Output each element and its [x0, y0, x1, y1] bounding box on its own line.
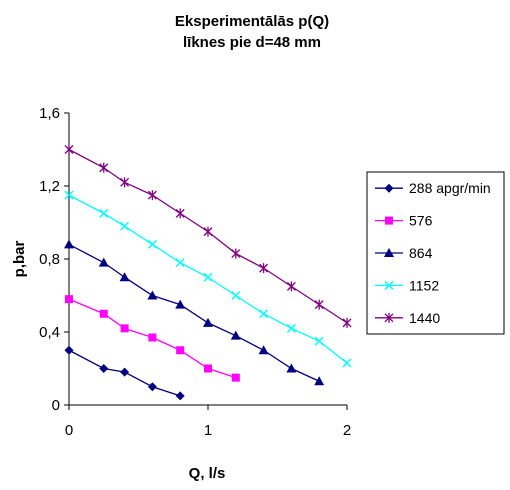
y-tick-label: 0,8 — [39, 251, 60, 268]
data-point — [120, 221, 130, 231]
data-point — [286, 281, 296, 292]
data-point — [342, 358, 352, 368]
data-point — [384, 312, 394, 323]
data-point — [314, 376, 325, 386]
series-layer — [64, 144, 352, 401]
y-tick-label: 1,6 — [39, 105, 60, 122]
x-axis-title: Q, l/s — [189, 465, 226, 482]
data-point — [64, 144, 74, 155]
data-point — [64, 190, 74, 200]
plot-area: 0 0,4 0,8 1,2 1,6 0 1 2 — [39, 105, 352, 439]
data-point — [176, 346, 185, 355]
data-point — [384, 248, 394, 257]
data-point — [203, 272, 213, 282]
data-point — [385, 216, 393, 225]
series-line — [68, 243, 320, 382]
data-point — [99, 162, 109, 173]
legend-label: 864 — [409, 245, 433, 261]
data-point — [120, 367, 130, 377]
data-point — [286, 323, 296, 333]
legend-entry: 288 apgr/min — [375, 180, 491, 196]
data-point — [147, 290, 158, 300]
legend-label: 1440 — [409, 310, 440, 326]
data-point — [175, 391, 185, 401]
data-point — [203, 317, 213, 327]
data-point — [203, 226, 213, 237]
legend: 288 apgr/min 576 864 1152 1440 — [366, 171, 505, 335]
y-tick-label: 0 — [52, 397, 60, 414]
legend-entry: 1440 — [375, 310, 440, 326]
data-point — [98, 257, 109, 267]
data-point — [175, 299, 186, 309]
data-point — [175, 258, 185, 268]
x-axis-ticks: 0 1 2 — [65, 405, 351, 439]
data-point — [147, 382, 157, 392]
x-tick-label: 1 — [204, 422, 212, 439]
legend-label: 1152 — [409, 277, 439, 293]
legend-label: 288 apgr/min — [409, 180, 491, 196]
data-point — [204, 364, 212, 373]
data-point — [231, 291, 241, 300]
data-point — [259, 309, 269, 319]
data-point — [286, 363, 297, 373]
y-tick-label: 1,2 — [39, 178, 60, 195]
data-point — [99, 208, 109, 218]
data-point — [314, 336, 324, 346]
y-axis-ticks: 0 0,4 0,8 1,2 1,6 — [39, 105, 69, 414]
data-point — [147, 190, 157, 201]
data-point — [65, 295, 73, 304]
x-tick-label: 2 — [343, 422, 351, 439]
x-tick-label: 0 — [65, 422, 73, 439]
data-point — [259, 263, 269, 274]
series-1 — [64, 345, 185, 401]
series-line — [68, 194, 348, 364]
data-point — [99, 309, 108, 318]
series-3 — [64, 239, 325, 386]
data-point — [231, 373, 240, 382]
data-point — [230, 330, 241, 340]
data-point — [64, 239, 74, 249]
series-2 — [65, 295, 240, 382]
legend-label: 576 — [409, 213, 433, 229]
data-point — [147, 239, 157, 249]
data-point — [314, 299, 324, 310]
chart-title-line-1: Eksperimentālās p(Q) — [175, 13, 329, 30]
data-point — [258, 345, 269, 355]
legend-entry: 864 — [375, 245, 433, 261]
data-point — [175, 208, 185, 219]
data-point — [148, 333, 157, 342]
series-5 — [64, 144, 352, 328]
y-axis-title: p,bar — [11, 241, 28, 278]
chart-title-line-2: līknes pie d=48 mm — [183, 34, 321, 51]
data-point — [64, 345, 74, 355]
data-point — [231, 248, 241, 259]
data-point — [120, 324, 129, 333]
y-tick-label: 0,4 — [39, 324, 60, 341]
series-4 — [64, 190, 352, 368]
data-point — [384, 280, 394, 290]
data-point — [99, 364, 109, 373]
data-point — [119, 272, 130, 282]
data-point — [120, 177, 130, 188]
data-point — [384, 183, 394, 193]
legend-entry: 576 — [375, 213, 433, 229]
legend-entry: 1152 — [375, 277, 439, 293]
data-point — [342, 317, 352, 328]
